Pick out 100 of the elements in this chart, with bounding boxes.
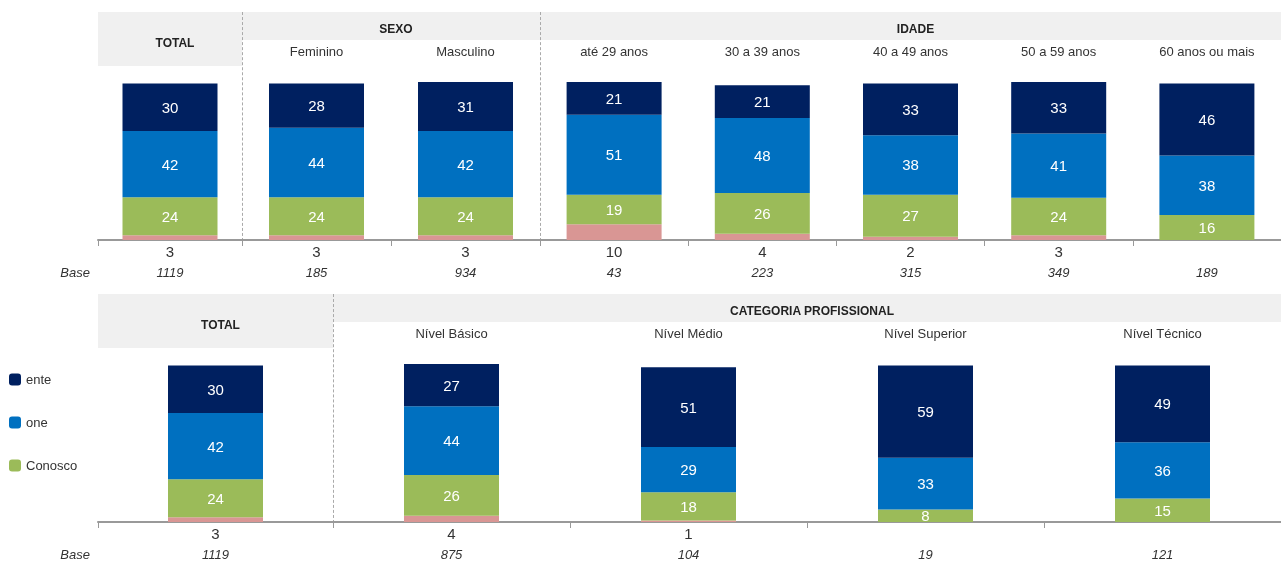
bar (863, 135, 958, 195)
text: 223 (750, 264, 774, 280)
data-label: 28 (308, 97, 325, 115)
x-tick-label: 50 a 59 anos (1021, 44, 1097, 59)
data-label: 44 (308, 154, 325, 172)
x-tick-label: até 29 anos (580, 44, 649, 59)
data-label: 29 (680, 461, 697, 479)
bar (863, 83, 958, 136)
text: 104 (677, 546, 700, 562)
data-label: 38 (902, 156, 919, 174)
bar (418, 130, 513, 198)
bar (404, 364, 499, 407)
bar (566, 114, 662, 195)
text: 349 (1047, 264, 1070, 280)
text: Base (60, 546, 90, 562)
data-label: 1 (684, 525, 693, 542)
data-label: 33 (902, 100, 919, 118)
bar (641, 492, 736, 521)
data-label: 3 (165, 243, 175, 260)
data-label: 2 (906, 243, 915, 260)
data-label: 42 (457, 155, 474, 173)
data-label: 21 (753, 93, 771, 111)
data-label: 46 (1198, 111, 1216, 129)
text: 315 (899, 264, 923, 280)
text: 185 (305, 264, 329, 280)
legend-label: Conosco (26, 458, 78, 473)
bar (1011, 133, 1107, 198)
data-label: 30 (161, 98, 179, 116)
data-label: 3 (312, 243, 321, 260)
text: Base (60, 264, 90, 280)
text: 1119 (202, 546, 229, 562)
x-tick-label: Nível Técnico (1123, 326, 1202, 341)
bar (404, 406, 499, 476)
data-label: 10 (605, 243, 623, 260)
x-tick-label: 30 a 39 anos (724, 44, 801, 59)
data-label: 16 (1198, 218, 1216, 236)
data-label: 4 (758, 243, 767, 260)
data-label: 38 (1198, 176, 1216, 194)
text: 121 (1151, 546, 1174, 562)
bar (269, 127, 364, 198)
bar (1159, 214, 1255, 240)
data-label: 24 (1050, 208, 1068, 226)
bar (714, 193, 810, 234)
chart-title: TOTAL (155, 36, 195, 50)
bar (168, 517, 263, 522)
data-label: 31 (457, 97, 474, 115)
data-label: 8 (921, 507, 930, 525)
data-label: 3 (211, 525, 220, 542)
bar (863, 194, 958, 237)
bar (714, 85, 810, 118)
data-label: 41 (1050, 157, 1068, 175)
chart-title: CATEGORIA PROFISSIONAL (729, 304, 895, 318)
bar (863, 236, 958, 240)
bar (878, 509, 973, 522)
bar (269, 235, 364, 240)
legend-label: ente (26, 372, 52, 387)
data-label: 51 (605, 146, 623, 164)
bar (404, 475, 499, 516)
data-label: 18 (680, 497, 697, 515)
text: 934 (454, 264, 477, 280)
bar (641, 367, 736, 447)
data-label: 26 (443, 486, 460, 504)
data-label: 42 (161, 155, 179, 173)
bar (714, 233, 810, 240)
bar (566, 224, 662, 240)
bar (878, 365, 973, 458)
bar (404, 515, 499, 522)
x-tick-label: 40 a 49 anos (872, 44, 949, 59)
text: 19 (918, 546, 933, 562)
x-tick-label: Feminino (289, 44, 344, 59)
bar (1159, 155, 1255, 215)
bar (1011, 197, 1107, 236)
bar (122, 83, 218, 131)
chart-title: IDADE (896, 22, 935, 36)
bar (1011, 82, 1107, 134)
data-label: 49 (1154, 395, 1171, 413)
bar (1159, 83, 1255, 156)
chart-title: TOTAL (201, 318, 240, 332)
bar (1115, 442, 1210, 499)
text: 43 (606, 264, 623, 280)
data-label: 33 (1050, 99, 1068, 117)
bar (1115, 365, 1210, 443)
data-label: 19 (605, 200, 623, 218)
bar (269, 83, 364, 128)
data-label: 27 (902, 207, 919, 225)
data-label: 3 (461, 243, 470, 260)
data-label: 59 (917, 403, 934, 421)
bar (641, 446, 736, 493)
data-label: 51 (680, 398, 697, 416)
bar (418, 197, 513, 236)
data-label: 30 (207, 380, 224, 398)
data-label: 33 (917, 475, 934, 493)
text: 875 (440, 546, 464, 562)
data-label: 27 (443, 376, 460, 394)
bar (168, 412, 263, 480)
chart-title: SEXO (379, 22, 413, 36)
bar (269, 197, 364, 236)
data-label: 42 (207, 437, 224, 455)
bar (122, 130, 218, 198)
data-label: 24 (457, 207, 474, 225)
